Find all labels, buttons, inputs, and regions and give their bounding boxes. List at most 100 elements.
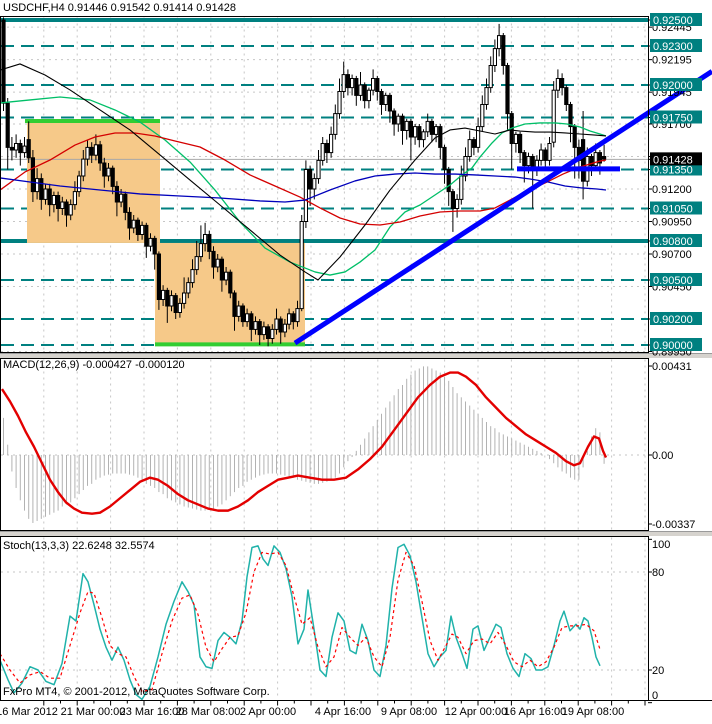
candle-body: [282, 323, 287, 333]
candle-body: [400, 115, 405, 131]
price-level-badge-label: 0.92000: [653, 80, 693, 92]
price-axis-tick-label: 0.92195: [652, 55, 692, 67]
candle-body: [383, 94, 388, 106]
candle-body: [329, 133, 334, 154]
ma-black: [0, 63, 607, 281]
candle-body: [198, 243, 204, 258]
candle-body: [215, 258, 220, 268]
candle-body: [501, 35, 506, 66]
candle-body: [396, 115, 401, 125]
candle-body: [589, 156, 594, 167]
candle-body: [161, 289, 166, 300]
candle-body: [341, 74, 346, 92]
price-level-badge: [650, 234, 702, 247]
candle-body: [51, 195, 56, 206]
macd-axis-label: 0.00: [652, 450, 673, 462]
candle-body: [169, 295, 174, 307]
candle-body: [408, 120, 413, 138]
candle-body: [114, 185, 120, 203]
price-level-badge: [650, 162, 702, 176]
candle-body: [539, 149, 544, 161]
candle-body: [270, 328, 275, 339]
time-axis-label: 16 Apr 16:00: [504, 706, 566, 718]
candle-body: [152, 237, 157, 255]
candle-body: [295, 308, 300, 323]
candle-body: [513, 133, 518, 144]
candle-body: [98, 144, 103, 164]
candle-body: [312, 178, 317, 190]
price-level-badge: [650, 110, 702, 124]
candle-body: [110, 167, 115, 187]
stoch-axis-label: 0: [652, 690, 658, 702]
candle-body: [476, 126, 481, 148]
candle-body: [337, 91, 342, 115]
candle-body: [602, 156, 607, 160]
candle-body: [429, 120, 434, 135]
candle-body: [14, 143, 19, 151]
candle-body: [324, 143, 329, 154]
macd-indicator-title: MACD(12,26,9) -0.000427 -0.000120: [3, 359, 185, 371]
candle-body: [551, 89, 556, 143]
time-axis-label: 23 Mar 16:00: [120, 706, 185, 718]
candle-body: [43, 188, 48, 200]
candle-body: [488, 65, 493, 89]
candle-body: [123, 193, 128, 213]
candle-body: [471, 139, 476, 148]
chart-title-ohlc: USDCHF,H4 0.91446 0.91542 0.91414 0.9142…: [3, 2, 237, 14]
time-axis-label: 19 Apr 08:00: [562, 706, 624, 718]
candle-body: [266, 326, 271, 339]
candle-body: [127, 211, 132, 229]
time-axis-label: 4 Apr 16:00: [315, 706, 371, 718]
candle-body: [543, 149, 548, 161]
candle-body: [64, 201, 69, 216]
price-level-badge: [650, 312, 702, 325]
candle-body: [253, 321, 258, 330]
candle-body: [156, 253, 162, 300]
time-axis-label: 28 Mar 08:00: [176, 706, 241, 718]
candle-body: [240, 305, 246, 323]
price-axis-tick-label: 0.91200: [652, 184, 692, 196]
price-level-badge: [650, 338, 702, 351]
bid-price-badge: [650, 152, 702, 166]
candle-body: [249, 313, 254, 330]
candle-body: [455, 198, 460, 209]
candle-body: [26, 139, 31, 159]
candle-body: [102, 162, 107, 177]
candle-body: [85, 146, 90, 160]
candle-body: [89, 146, 94, 156]
panel-border: [0, 16, 649, 353]
candle-body: [131, 219, 136, 229]
candle-body: [379, 91, 384, 105]
candle-body: [375, 78, 380, 92]
candle-body: [224, 271, 229, 281]
time-axis-label: 21 Mar 00:00: [61, 706, 126, 718]
candle-body: [177, 302, 183, 313]
macd-axis-label: 0.00431: [652, 361, 692, 373]
candle-body: [190, 269, 195, 284]
candle-body: [350, 78, 355, 89]
price-level-badge-label: 0.92300: [653, 41, 693, 53]
candle-body: [135, 219, 141, 235]
candle-body: [560, 78, 565, 89]
candle-body: [358, 84, 363, 96]
candle-body: [68, 204, 73, 216]
candle-body: [211, 250, 216, 268]
price-level-badge: [650, 78, 702, 91]
candle-body: [564, 87, 569, 105]
candle-body: [316, 159, 321, 180]
candle-body: [186, 282, 191, 294]
candle-body: [9, 146, 15, 151]
price-level-badge-label: 0.90000: [653, 340, 693, 352]
candle-body: [417, 126, 422, 141]
candle-body: [581, 139, 586, 182]
candle-body: [392, 110, 397, 125]
price-level-badge: [650, 13, 702, 26]
candle-body: [203, 234, 208, 245]
time-axis-label: 2 Apr 00:00: [240, 706, 296, 718]
candle-body: [366, 89, 371, 102]
price-level-badge-label: 0.91050: [653, 204, 693, 216]
candle-body: [287, 313, 292, 325]
price-level-badge-label: 0.92500: [653, 15, 693, 27]
candle-body: [497, 35, 502, 50]
